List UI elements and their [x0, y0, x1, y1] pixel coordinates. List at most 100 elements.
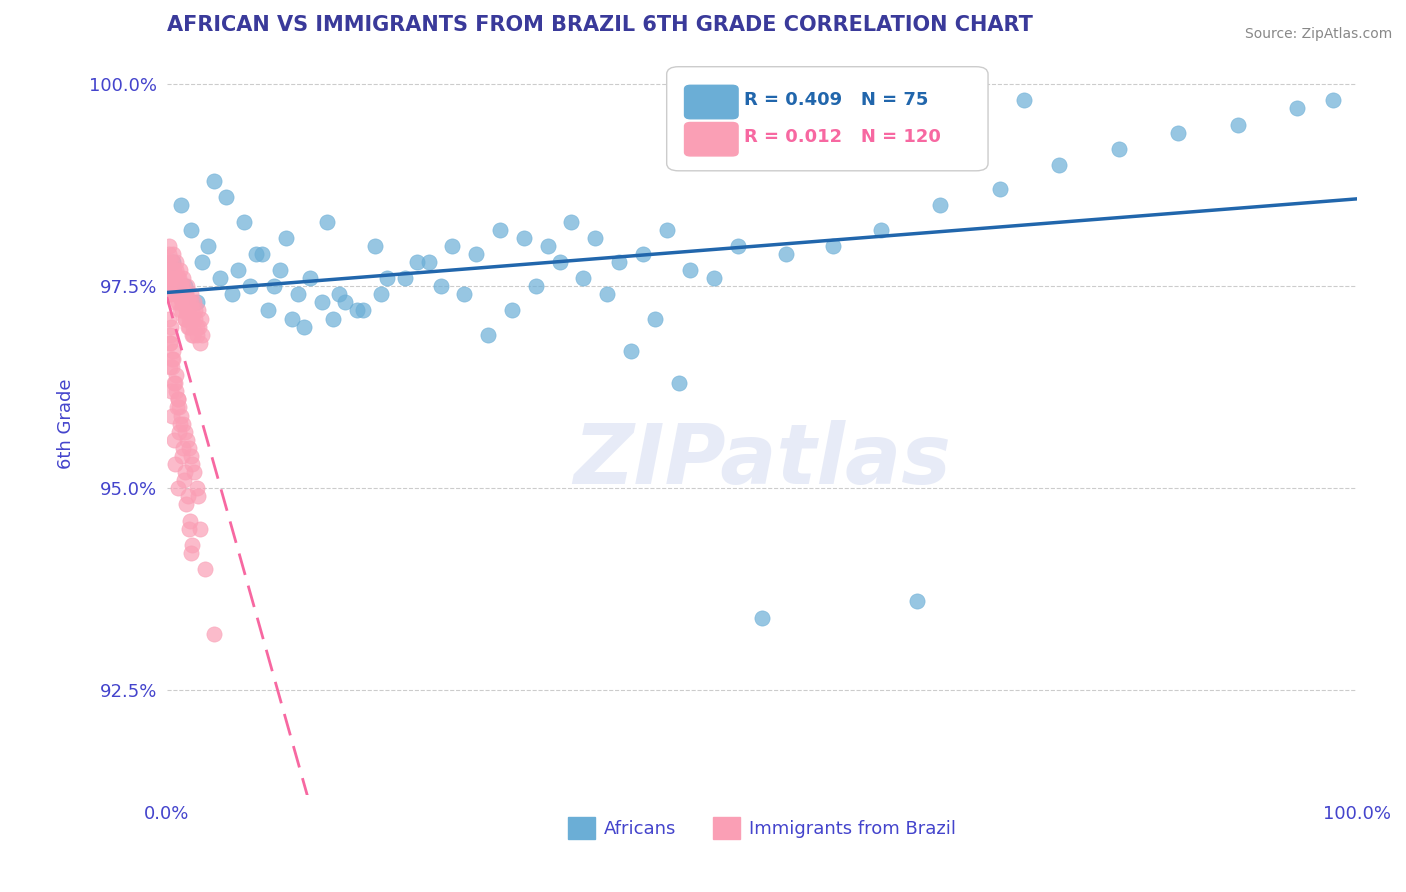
Point: [180, 449, 202, 463]
Point: [165, 279, 187, 293]
Point: [180, 311, 202, 326]
Point: [159, 287, 181, 301]
Point: [157, 247, 180, 261]
Point: [751, 610, 773, 624]
Point: [180, 546, 202, 560]
Text: ZIPatlas: ZIPatlas: [574, 420, 950, 501]
Point: [167, 401, 190, 415]
FancyBboxPatch shape: [685, 122, 738, 156]
Point: [167, 287, 190, 301]
Point: [156, 255, 179, 269]
Point: [172, 295, 194, 310]
Point: [1108, 142, 1130, 156]
Point: [174, 311, 197, 326]
Point: [167, 392, 190, 407]
Point: [177, 522, 200, 536]
Point: [170, 449, 193, 463]
Point: [162, 263, 184, 277]
Point: [179, 295, 201, 310]
Point: [166, 481, 188, 495]
Point: [159, 335, 181, 350]
Point: [174, 465, 197, 479]
FancyBboxPatch shape: [685, 86, 738, 119]
Point: [160, 409, 183, 423]
Point: [311, 295, 333, 310]
Point: [166, 401, 188, 415]
FancyBboxPatch shape: [666, 67, 988, 170]
Point: [418, 255, 440, 269]
Point: [1286, 102, 1309, 116]
Point: [172, 271, 194, 285]
Point: [188, 522, 211, 536]
Point: [292, 319, 315, 334]
Point: [501, 303, 523, 318]
Point: [239, 279, 262, 293]
Point: [162, 351, 184, 366]
Text: AFRICAN VS IMMIGRANTS FROM BRAZIL 6TH GRADE CORRELATION CHART: AFRICAN VS IMMIGRANTS FROM BRAZIL 6TH GR…: [167, 15, 1032, 35]
Point: [465, 247, 488, 261]
Point: [162, 271, 184, 285]
Point: [364, 239, 387, 253]
Point: [596, 287, 619, 301]
Point: [429, 279, 451, 293]
Point: [176, 303, 198, 318]
Point: [202, 626, 225, 640]
Point: [165, 271, 187, 285]
Point: [160, 279, 183, 293]
Point: [169, 425, 191, 439]
Point: [183, 465, 205, 479]
Point: [281, 311, 304, 326]
Point: [298, 271, 321, 285]
Point: [162, 255, 184, 269]
Point: [166, 279, 188, 293]
Point: [263, 279, 285, 293]
Point: [1012, 93, 1035, 107]
Point: [631, 247, 654, 261]
Point: [163, 376, 186, 391]
Point: [287, 287, 309, 301]
Point: [328, 287, 350, 301]
Point: [513, 231, 536, 245]
Point: [679, 263, 702, 277]
Point: [186, 295, 208, 310]
Point: [187, 303, 209, 318]
Point: [159, 359, 181, 374]
Point: [186, 319, 208, 334]
Point: [188, 335, 211, 350]
Point: [775, 247, 797, 261]
Point: [184, 303, 207, 318]
Point: [170, 279, 193, 293]
Point: [274, 231, 297, 245]
Point: [170, 198, 193, 212]
Point: [257, 303, 280, 318]
Point: [172, 295, 194, 310]
Point: [186, 481, 208, 495]
Point: [160, 319, 183, 334]
Point: [370, 287, 392, 301]
Point: [583, 231, 606, 245]
Point: [165, 457, 187, 471]
Point: [170, 303, 193, 318]
Point: [173, 473, 195, 487]
Point: [245, 247, 267, 261]
Point: [181, 319, 204, 334]
Point: [159, 327, 181, 342]
Point: [905, 594, 928, 608]
Point: [537, 239, 560, 253]
Point: [183, 295, 205, 310]
Point: [179, 441, 201, 455]
Point: [173, 295, 195, 310]
Point: [170, 409, 193, 423]
Point: [179, 514, 201, 528]
Point: [159, 255, 181, 269]
Point: [181, 327, 204, 342]
Point: [160, 351, 183, 366]
Point: [668, 376, 690, 391]
Point: [165, 384, 187, 399]
Point: [165, 368, 187, 383]
Point: [180, 303, 202, 318]
Point: [163, 263, 186, 277]
Text: R = 0.409   N = 75: R = 0.409 N = 75: [744, 91, 928, 109]
Point: [157, 271, 180, 285]
Point: [163, 279, 186, 293]
